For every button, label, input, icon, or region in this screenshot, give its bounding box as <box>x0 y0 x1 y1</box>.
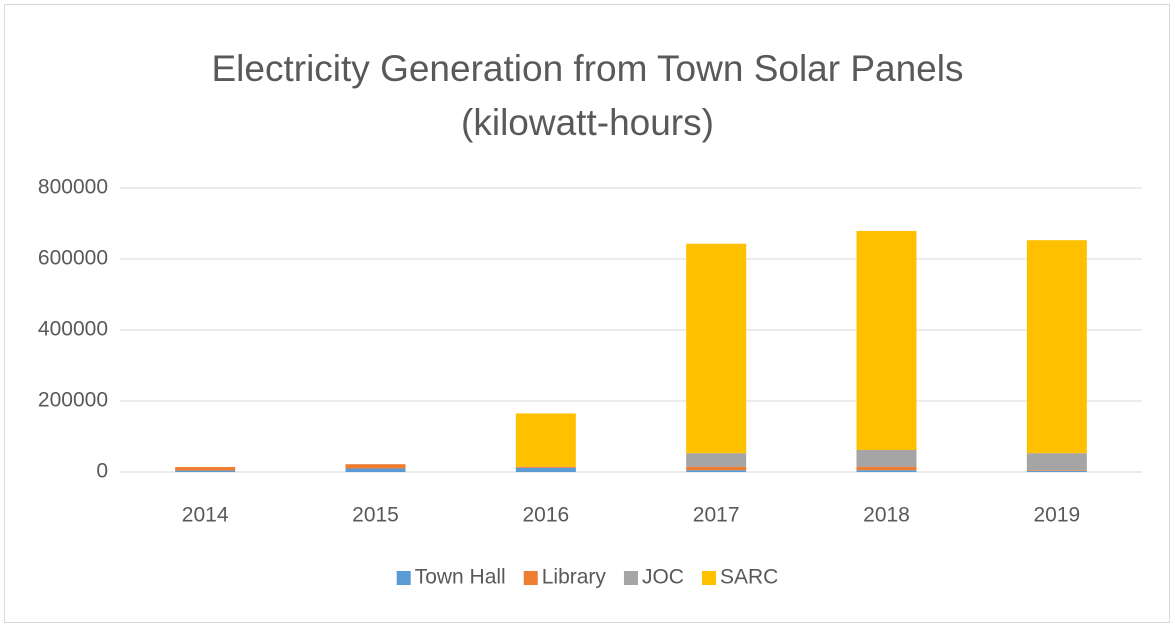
legend-swatch <box>701 571 716 585</box>
legend-swatch <box>623 571 638 585</box>
y-tick-label: 0 <box>96 460 108 483</box>
legend-swatch <box>523 571 538 585</box>
legend-label: Library <box>542 566 607 589</box>
bar-segment <box>686 243 747 454</box>
bar-segment <box>345 468 406 472</box>
bar-segment <box>856 449 917 467</box>
bar-segment <box>515 413 576 467</box>
bar-segment <box>686 453 747 467</box>
y-tick-label: 400000 <box>38 318 108 341</box>
x-tick-label: 2015 <box>352 504 399 527</box>
x-tick-label: 2019 <box>1033 504 1080 527</box>
bar-segment <box>515 467 576 472</box>
x-tick-label: 2014 <box>182 504 229 527</box>
x-tick-label: 2017 <box>693 504 740 527</box>
bar-segment <box>1026 470 1087 472</box>
x-tick-label: 2018 <box>863 504 910 527</box>
y-tick-label: 800000 <box>38 176 108 199</box>
bar-segment <box>1026 470 1087 471</box>
legend-label: SARC <box>720 566 778 589</box>
bar-segment <box>1026 453 1087 471</box>
bar-segment <box>856 466 917 471</box>
bar-segment <box>345 464 406 469</box>
bar-segment <box>1026 240 1087 454</box>
bar-segment <box>515 466 576 468</box>
y-tick-label: 200000 <box>38 389 108 412</box>
legend-label: Town Hall <box>415 566 506 589</box>
chart-title: Electricity Generation from Town Solar P… <box>211 48 964 143</box>
y-tick-label: 600000 <box>38 247 108 270</box>
legend-swatch <box>396 571 411 585</box>
legend-label: JOC <box>642 566 684 589</box>
chart-border <box>4 4 1170 623</box>
bar-segment <box>686 466 747 471</box>
bar-segment <box>175 470 236 472</box>
bar-segment <box>856 230 917 450</box>
bar-segment <box>686 470 747 472</box>
bar-segment <box>856 470 917 472</box>
x-tick-label: 2016 <box>522 504 569 527</box>
bar-segment <box>175 467 236 471</box>
